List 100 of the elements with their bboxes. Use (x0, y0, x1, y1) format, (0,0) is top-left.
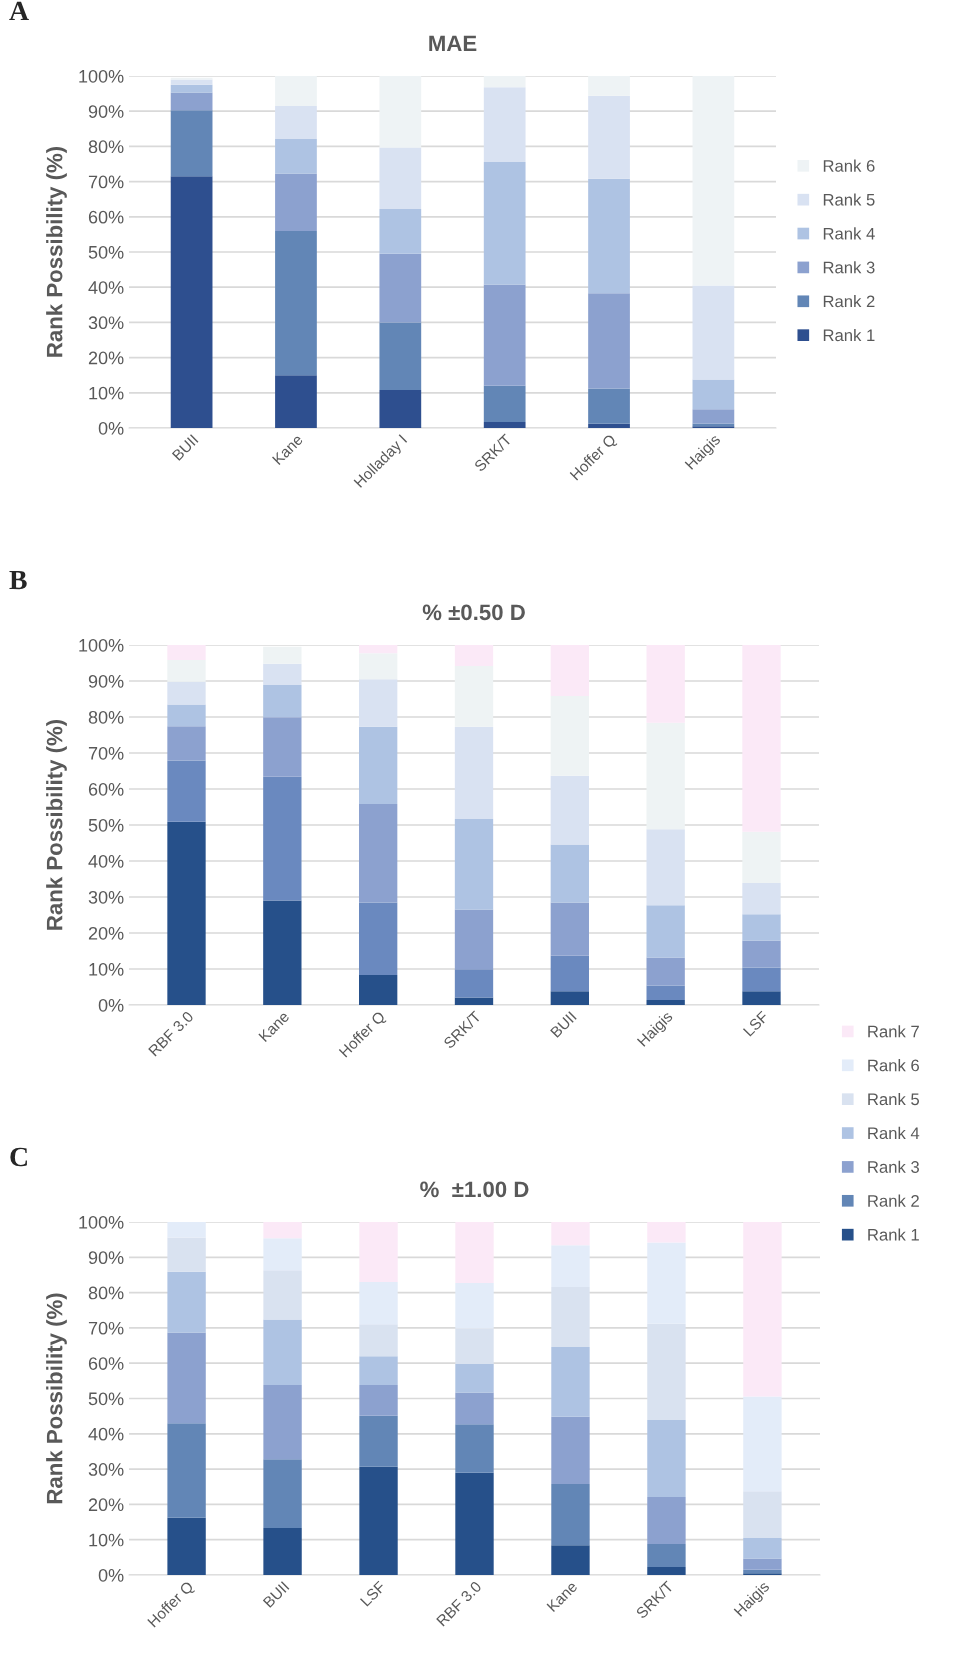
bar (742, 914, 781, 941)
bar (588, 178, 630, 294)
y-tick-label: 100% (79, 638, 124, 652)
bar (742, 882, 781, 915)
bar (167, 1423, 206, 1518)
bar (455, 1363, 494, 1393)
bar (483, 76, 526, 88)
bar (646, 829, 685, 906)
bar (742, 831, 781, 883)
bar (646, 905, 685, 958)
bar (379, 389, 422, 428)
bar (743, 1222, 782, 1397)
bar (550, 645, 589, 697)
bar (692, 76, 735, 286)
y-axis-title: Rank Possibility (%) (46, 1293, 67, 1504)
bar (170, 84, 213, 93)
legend-label: Rank 4 (823, 227, 875, 240)
y-tick-label: 50% (88, 1392, 124, 1406)
bar (588, 423, 630, 428)
bar (692, 409, 735, 424)
bar (742, 645, 781, 832)
bar (379, 322, 422, 390)
bar (550, 955, 589, 992)
chart-title: MAE (429, 35, 477, 51)
y-tick-label: 90% (88, 105, 124, 118)
bar (167, 660, 206, 682)
y-tick-label: 0% (98, 421, 124, 435)
text: C (10, 1147, 27, 1167)
bar (550, 902, 589, 956)
y-tick-label: 10% (89, 962, 124, 976)
bar (551, 1222, 590, 1246)
y-axis-title: Rank Possibility (%) (46, 719, 67, 930)
bar (170, 110, 213, 177)
bar (263, 684, 302, 718)
bar (647, 1420, 686, 1497)
legend-label: Rank 3 (868, 1160, 919, 1173)
y-tick-label: 60% (88, 782, 124, 796)
bar (359, 1466, 398, 1575)
bar (692, 379, 735, 410)
bar (483, 385, 526, 423)
bar (263, 776, 302, 901)
legend-label: Rank 5 (868, 1092, 920, 1106)
bar (454, 726, 494, 819)
bar (454, 909, 494, 970)
bar (483, 284, 526, 386)
chart-title: % ±0.50 D (422, 604, 525, 621)
y-tick-label: 80% (88, 710, 124, 724)
bar (275, 139, 317, 174)
y-tick-label: 60% (88, 1357, 124, 1370)
bar (483, 87, 526, 162)
bar (167, 726, 206, 761)
y-tick-label: 40% (88, 281, 124, 294)
bar (454, 665, 494, 727)
bar (550, 844, 589, 903)
bar (646, 722, 685, 830)
bar (588, 293, 630, 389)
bar (455, 1472, 494, 1575)
bar (275, 375, 317, 428)
bar (588, 388, 630, 424)
bar (275, 173, 317, 231)
bar (263, 1385, 302, 1460)
bar (483, 422, 526, 428)
y-tick-label: 80% (88, 1286, 124, 1300)
bar (359, 1385, 398, 1416)
y-tick-label: 40% (88, 1427, 124, 1441)
bar (359, 653, 398, 680)
bar (263, 1319, 302, 1386)
bar (743, 1537, 782, 1559)
bar (454, 645, 494, 666)
bar (263, 1459, 302, 1529)
bar (379, 253, 422, 323)
chart-title: % ±1.00 D (420, 1181, 529, 1198)
bar (359, 1222, 398, 1283)
bar (550, 775, 589, 845)
bar (646, 645, 685, 723)
bar (742, 940, 781, 968)
bar (551, 1416, 590, 1484)
bar (359, 679, 398, 727)
bar (647, 1496, 686, 1544)
y-tick-label: 100% (79, 1215, 124, 1229)
legend-label: Rank 4 (868, 1126, 920, 1140)
y-tick-label: 80% (88, 140, 124, 154)
y-tick-label: 50% (88, 245, 124, 259)
text: B (9, 570, 27, 590)
y-tick-label: 70% (88, 1321, 124, 1335)
bar (170, 92, 213, 111)
bar (588, 76, 630, 96)
bar (263, 1222, 302, 1239)
bar (455, 1424, 494, 1473)
bar (379, 76, 422, 148)
y-tick-label: 30% (88, 316, 124, 330)
bar (359, 1356, 398, 1386)
legend-label: Rank 2 (823, 295, 875, 308)
bar (692, 285, 735, 380)
legend-label: Rank 6 (868, 1059, 919, 1072)
y-tick-label: 20% (88, 351, 124, 365)
bar (263, 717, 302, 777)
bar (646, 999, 685, 1005)
y-tick-label: 100% (79, 69, 124, 83)
bar (275, 76, 317, 106)
